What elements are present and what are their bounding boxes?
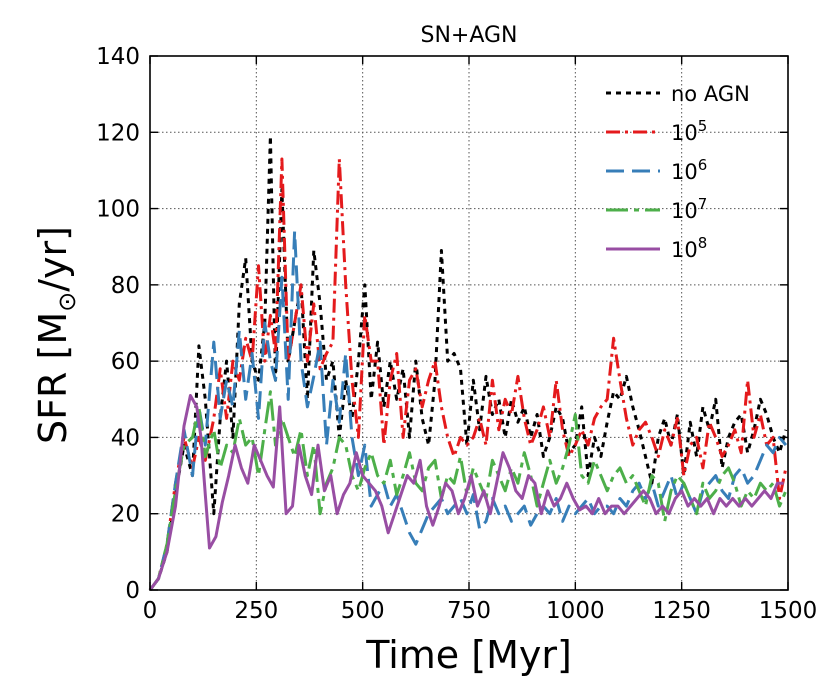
- legend-label-1: no AGN: [671, 82, 750, 106]
- legend-label-5: 108: [671, 234, 707, 262]
- y-tick-label: 80: [111, 273, 140, 299]
- series-line-1: [148, 134, 788, 591]
- y-tick-label: 20: [111, 502, 140, 528]
- y-axis-label-pre: SFR [M: [31, 312, 75, 444]
- legend-label-3: 106: [671, 156, 707, 184]
- y-tick-label: 140: [96, 44, 140, 70]
- x-tick-label: 750: [447, 598, 491, 624]
- series-line-3: [148, 230, 788, 591]
- x-tick-label: 0: [143, 598, 158, 624]
- legend-label-4: 107: [671, 195, 707, 223]
- y-tick-label: 40: [111, 425, 140, 451]
- series-line-4: [148, 390, 788, 591]
- series-line-5: [148, 394, 784, 591]
- series-group: [148, 134, 788, 591]
- y-tick-label: 60: [111, 349, 140, 375]
- x-tick-label: 250: [234, 598, 278, 624]
- chart-title: SN+AGN: [420, 23, 517, 48]
- y-tick-label: 0: [125, 578, 140, 604]
- x-tick-label: 1000: [546, 598, 605, 624]
- x-tick-label: 1250: [652, 598, 711, 624]
- y-axis-label-post: /yr]: [31, 226, 75, 292]
- y-axis-label-sub: ⊙: [53, 292, 81, 312]
- legend: no AGN 105 106 107 108: [606, 82, 750, 262]
- series-line-2: [148, 157, 788, 591]
- x-tick-label: 500: [341, 598, 385, 624]
- ticks: 0 250 500 750 1000 1250 1500 0 20 40 60 80 100 120 140: [96, 44, 817, 624]
- y-tick-label: 100: [96, 197, 140, 223]
- y-tick-label: 120: [96, 120, 140, 146]
- y-axis-label: SFR [M⊙/yr]: [31, 226, 81, 444]
- legend-label-2: 105: [671, 117, 707, 145]
- x-axis-label: Time [Myr]: [365, 633, 572, 677]
- x-tick-label: 1500: [759, 598, 818, 624]
